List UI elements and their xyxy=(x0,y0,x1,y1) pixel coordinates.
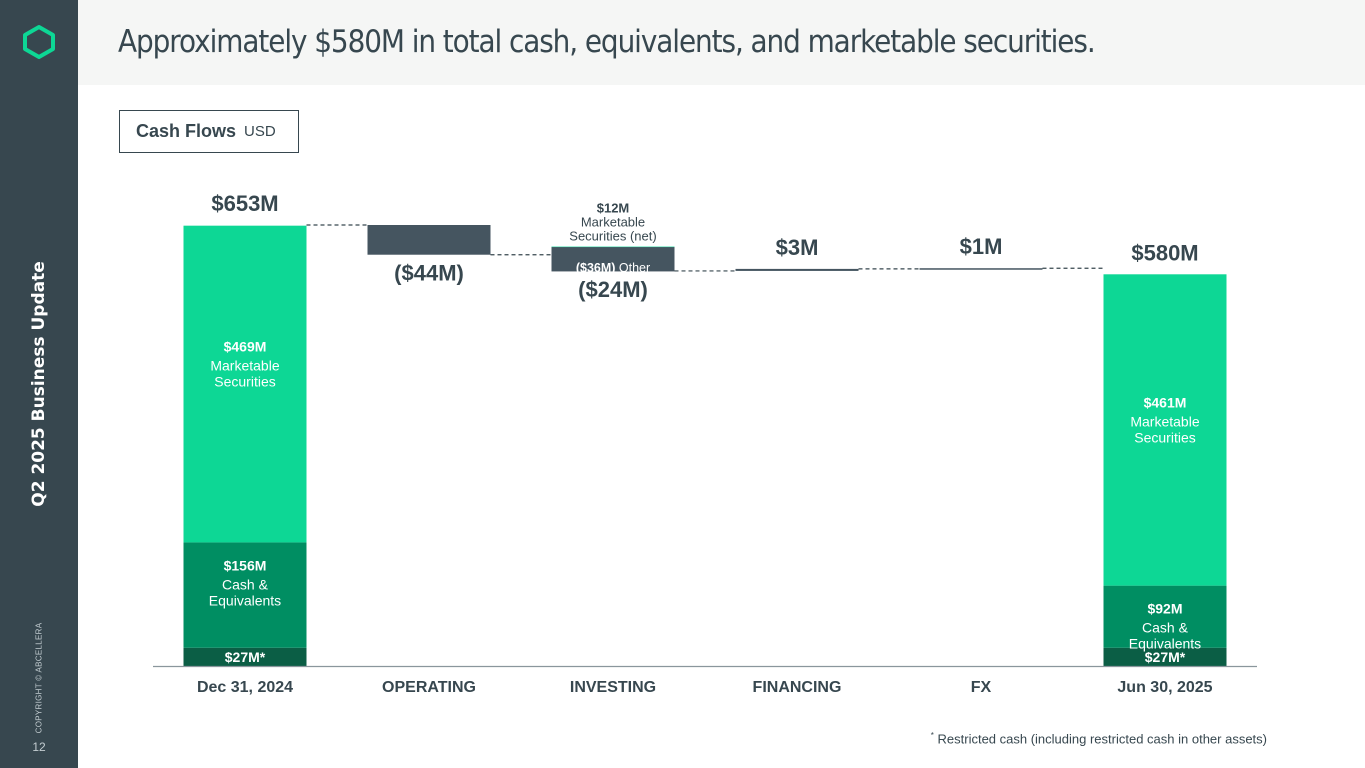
bar-start-segment-0 xyxy=(183,647,307,666)
bar-end-total-label: $580M xyxy=(1131,240,1198,265)
bar-start-segment-1 xyxy=(183,542,307,648)
bar-end-segment-1 xyxy=(1103,585,1227,648)
bar-financing xyxy=(735,268,859,271)
page-title: Approximately $580M in total cash, equiv… xyxy=(118,24,1096,60)
investing-marketable-desc-line: Securities (net) xyxy=(569,229,656,244)
investing-other-label: ($36M) Other xyxy=(576,261,650,275)
footnote: * Restricted cash (including restricted … xyxy=(931,731,1267,746)
bar-end-segment-desc-line: Equivalents xyxy=(1129,636,1201,652)
footnote-marker: * xyxy=(930,731,934,740)
bar-start-segment-desc-line: Securities xyxy=(214,374,275,390)
x-tick-label: FX xyxy=(971,679,992,696)
bar-end-segment-label: $27M* xyxy=(1145,649,1186,665)
bar-start-segment-label: $27M* xyxy=(225,649,266,665)
page-number: 12 xyxy=(32,740,46,754)
bar-start-segment-desc-line: Cash & xyxy=(222,576,269,592)
x-tick-label: OPERATING xyxy=(382,679,476,696)
bar-start-segment-label: $469M xyxy=(224,339,267,355)
bar-investing-other xyxy=(551,247,675,272)
investing-other-value: ($36M) xyxy=(576,261,616,275)
bar-end-segment-desc-line: Marketable xyxy=(1130,413,1199,429)
bar-end-segment-label: $461M xyxy=(1144,394,1187,410)
footnote-text: Restricted cash (including restricted ca… xyxy=(937,731,1267,747)
sidebar: Q2 2025 Business Update COPYRIGHT © ABCE… xyxy=(0,0,78,768)
bar-end-segment-label: $92M xyxy=(1147,601,1182,617)
currency-unit: USD xyxy=(244,123,276,140)
investing-marketable-label: $12M xyxy=(597,201,630,216)
x-tick-label: Dec 31, 2024 xyxy=(197,679,293,696)
bar-start-total-label: $653M xyxy=(211,191,278,216)
bar-end-segment-0 xyxy=(1103,647,1227,666)
bar-end-segment-2 xyxy=(1103,274,1227,586)
bar-operating xyxy=(367,225,491,255)
fx-value-label: $1M xyxy=(960,234,1003,259)
abcellera-logo-icon xyxy=(23,25,55,59)
bar-end-segment-desc-line: Securities xyxy=(1134,429,1195,445)
financing-value-label: $3M xyxy=(776,235,819,260)
investing-marketable-desc-line: Marketable xyxy=(581,215,645,230)
bar-fx xyxy=(919,268,1043,270)
bar-start-segment-2 xyxy=(183,225,307,543)
cash-flows-label-box: Cash Flows USD xyxy=(119,110,299,153)
bar-start-segment-desc-line: Equivalents xyxy=(209,592,281,608)
x-tick-label: INVESTING xyxy=(570,679,656,696)
bar-end-segment-desc-line: Cash & xyxy=(1142,620,1189,636)
bar-start-segment-label: $156M xyxy=(224,557,267,573)
x-tick-label: Jun 30, 2025 xyxy=(1117,679,1212,696)
x-tick-label: FINANCING xyxy=(753,679,842,696)
operating-value-label: ($44M) xyxy=(394,261,464,286)
cash-flows-label: Cash Flows xyxy=(136,121,237,141)
bar-start-segment-desc-line: Marketable xyxy=(210,358,279,374)
investing-value-label: ($24M) xyxy=(578,277,648,302)
header: Approximately $580M in total cash, equiv… xyxy=(78,0,1365,85)
investing-other-desc: Other xyxy=(615,261,650,275)
